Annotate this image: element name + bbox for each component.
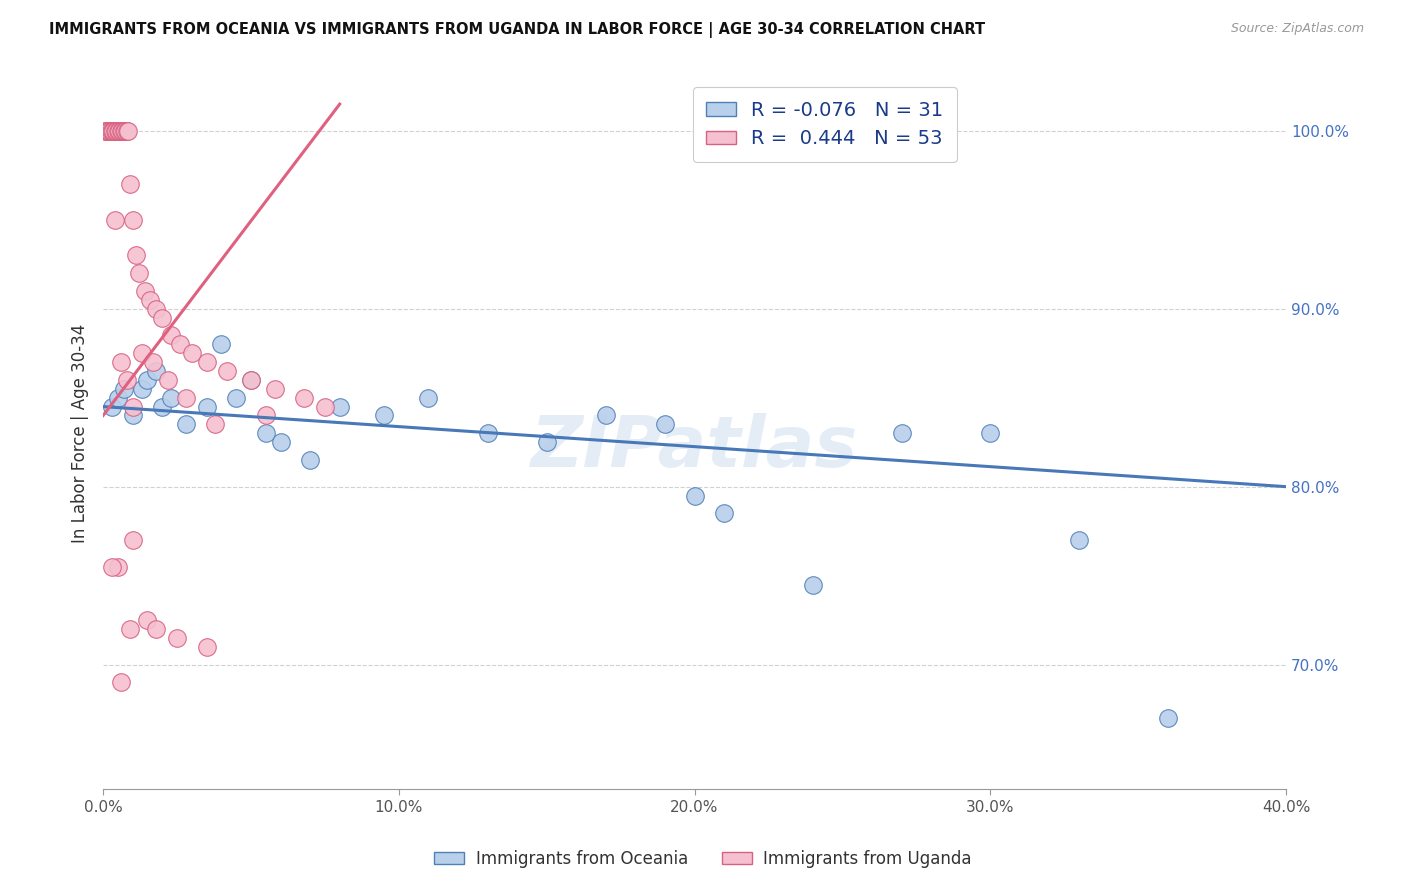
Point — [101, 400, 124, 414]
Point — [107, 124, 129, 138]
Point — [373, 409, 395, 423]
Point — [118, 177, 141, 191]
Point — [134, 284, 156, 298]
Point — [145, 301, 167, 316]
Point — [112, 382, 135, 396]
Legend: Immigrants from Oceania, Immigrants from Uganda: Immigrants from Oceania, Immigrants from… — [427, 844, 979, 875]
Point — [240, 373, 263, 387]
Point — [110, 124, 132, 138]
Point — [801, 577, 824, 591]
Point — [114, 124, 136, 138]
Text: IMMIGRANTS FROM OCEANIA VS IMMIGRANTS FROM UGANDA IN LABOR FORCE | AGE 30-34 COR: IMMIGRANTS FROM OCEANIA VS IMMIGRANTS FR… — [49, 22, 986, 38]
Point — [150, 400, 173, 414]
Point — [166, 631, 188, 645]
Point — [595, 409, 617, 423]
Point — [139, 293, 162, 307]
Point — [683, 489, 706, 503]
Text: ZIPatlas: ZIPatlas — [531, 413, 858, 482]
Point — [100, 124, 122, 138]
Point — [93, 124, 115, 138]
Point — [121, 409, 143, 423]
Point — [97, 124, 120, 138]
Point — [150, 310, 173, 325]
Point — [536, 435, 558, 450]
Legend: R = -0.076   N = 31, R =  0.444   N = 53: R = -0.076 N = 31, R = 0.444 N = 53 — [693, 87, 957, 162]
Point — [195, 355, 218, 369]
Point — [111, 124, 134, 138]
Point — [94, 124, 117, 138]
Point — [654, 417, 676, 432]
Point — [240, 373, 263, 387]
Point — [195, 640, 218, 654]
Point — [112, 124, 135, 138]
Point — [174, 417, 197, 432]
Point — [110, 675, 132, 690]
Point — [292, 391, 315, 405]
Point — [145, 364, 167, 378]
Point — [477, 426, 499, 441]
Point — [110, 355, 132, 369]
Point — [115, 373, 138, 387]
Point — [107, 391, 129, 405]
Point — [121, 533, 143, 547]
Point — [217, 364, 239, 378]
Point — [713, 507, 735, 521]
Point — [160, 391, 183, 405]
Y-axis label: In Labor Force | Age 30-34: In Labor Force | Age 30-34 — [72, 324, 89, 543]
Point — [128, 266, 150, 280]
Point — [169, 337, 191, 351]
Point — [254, 409, 277, 423]
Point — [180, 346, 202, 360]
Point — [1156, 711, 1178, 725]
Point — [101, 124, 124, 138]
Point — [115, 124, 138, 138]
Point — [418, 391, 440, 405]
Point — [136, 373, 159, 387]
Point — [174, 391, 197, 405]
Point — [263, 382, 285, 396]
Point — [108, 124, 131, 138]
Point — [299, 453, 322, 467]
Text: Source: ZipAtlas.com: Source: ZipAtlas.com — [1230, 22, 1364, 36]
Point — [204, 417, 226, 432]
Point — [101, 559, 124, 574]
Point — [118, 622, 141, 636]
Point — [107, 559, 129, 574]
Point — [225, 391, 247, 405]
Point — [142, 355, 165, 369]
Point — [314, 400, 336, 414]
Point — [195, 400, 218, 414]
Point — [104, 124, 127, 138]
Point — [103, 124, 125, 138]
Point — [131, 346, 153, 360]
Point — [105, 124, 128, 138]
Point — [124, 248, 146, 262]
Point — [979, 426, 1001, 441]
Point — [254, 426, 277, 441]
Point — [121, 212, 143, 227]
Point — [1067, 533, 1090, 547]
Point — [131, 382, 153, 396]
Point — [209, 337, 232, 351]
Point — [121, 400, 143, 414]
Point — [890, 426, 912, 441]
Point — [145, 622, 167, 636]
Point — [117, 124, 139, 138]
Point — [104, 212, 127, 227]
Point — [270, 435, 292, 450]
Point — [160, 328, 183, 343]
Point — [329, 400, 352, 414]
Point — [157, 373, 180, 387]
Point — [136, 613, 159, 627]
Point — [98, 124, 121, 138]
